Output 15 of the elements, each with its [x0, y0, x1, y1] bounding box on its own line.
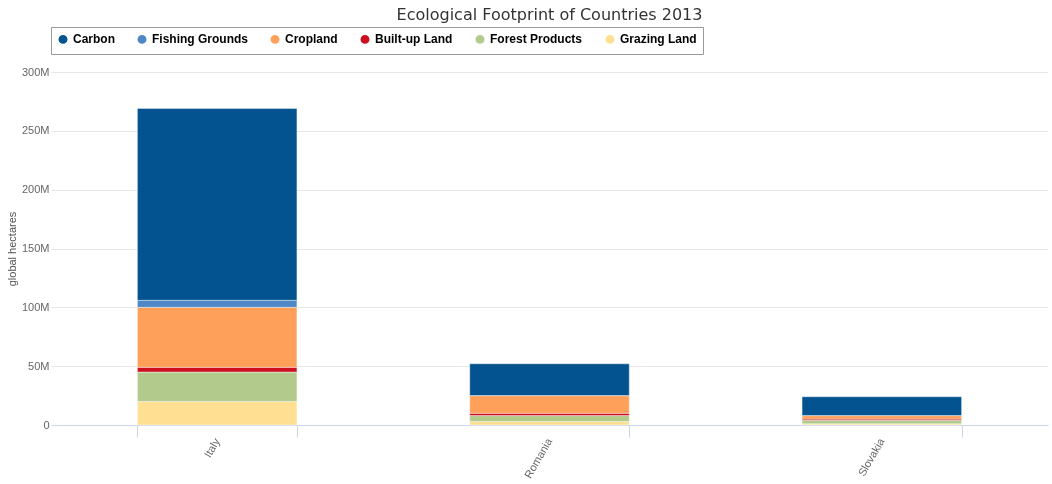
y-tick-label: 150M — [21, 242, 50, 254]
y-axis-title: global hectares — [5, 211, 18, 287]
legend-label: Fishing Grounds — [152, 32, 249, 47]
legend-label: Built-up Land — [375, 32, 453, 47]
legend-label: Grazing Land — [620, 32, 697, 47]
y-tick-label: 0 — [43, 418, 50, 431]
y-tick-label: 100M — [21, 300, 50, 313]
legend-label: Carbon — [73, 32, 115, 47]
y-tick-label: 300M — [21, 65, 50, 78]
chart-title: Ecological Footprint of Countries 2013 — [396, 4, 703, 24]
legend-label: Cropland — [285, 32, 338, 47]
y-tick-label: 250M — [21, 124, 50, 137]
y-tick-label: 50M — [28, 359, 50, 372]
legend-label: Forest Products — [490, 32, 583, 47]
y-tick-label: 200M — [21, 183, 50, 196]
